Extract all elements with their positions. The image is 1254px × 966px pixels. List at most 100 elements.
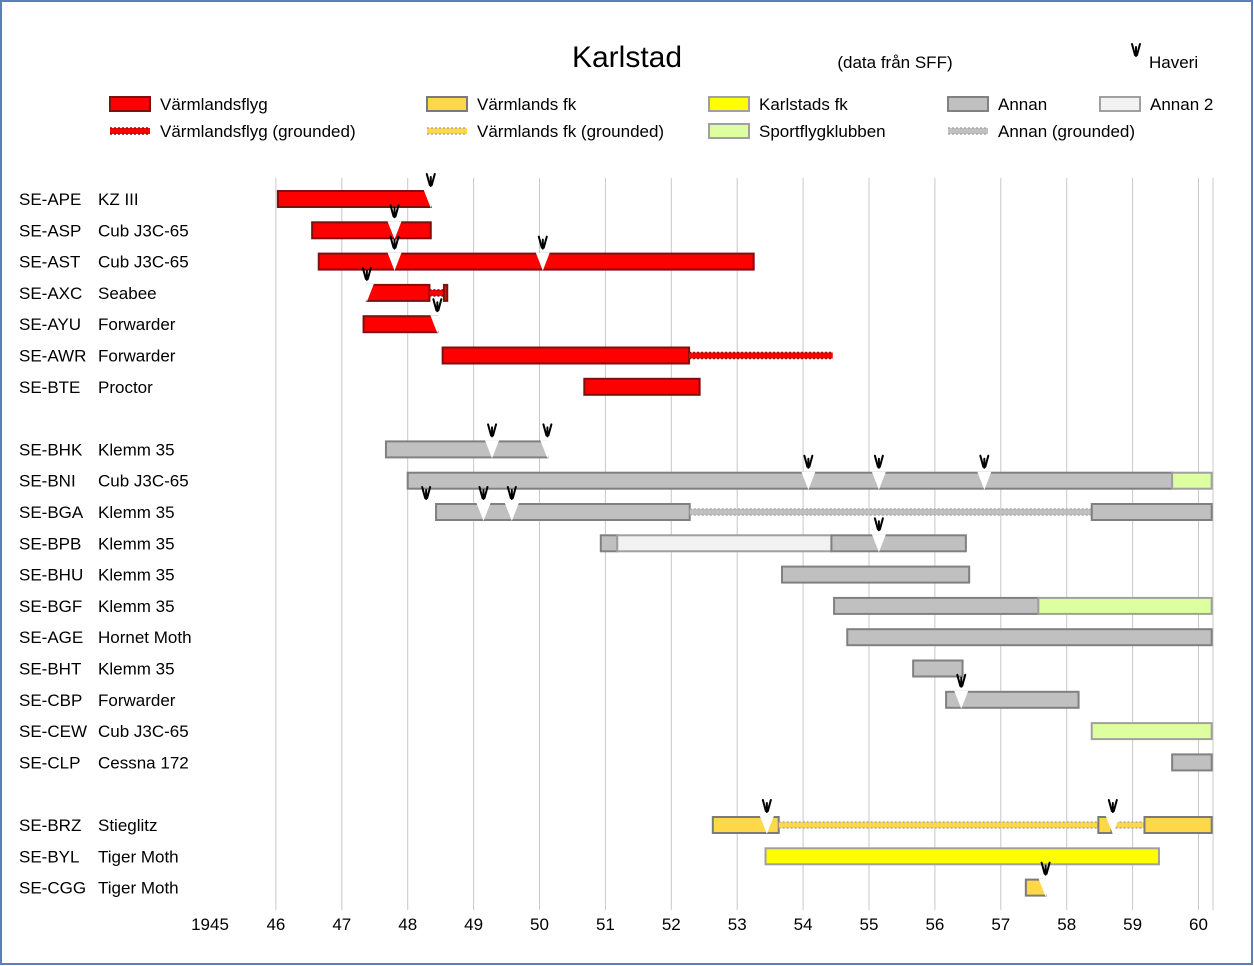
bar-segment-vf bbox=[276, 190, 432, 208]
legend-item-sfk: Sportflygklubben bbox=[708, 122, 886, 141]
row-registration: SE-BGF bbox=[19, 597, 82, 616]
haveri-label: Haveri bbox=[1149, 53, 1198, 72]
crash-marker bbox=[421, 486, 432, 500]
row-aircraft-type: KZ III bbox=[98, 190, 139, 209]
crash-marker-stroke bbox=[1131, 43, 1141, 57]
aircraft-row bbox=[781, 565, 971, 584]
row-registration: SE-BHU bbox=[19, 566, 83, 585]
legend-item-vfkg: Värmlands fk (grounded) bbox=[427, 122, 664, 141]
bar-segment-an bbox=[846, 628, 1213, 647]
bar-segment-vf bbox=[583, 377, 701, 396]
crash-marker bbox=[956, 673, 967, 688]
bar-segment-an bbox=[912, 659, 964, 678]
x-tick-label: 50 bbox=[530, 915, 549, 934]
x-tick-label: 46 bbox=[266, 915, 285, 934]
x-tick-label: 58 bbox=[1057, 915, 1076, 934]
bar-segment-an bbox=[830, 534, 967, 553]
x-tick-label: 47 bbox=[332, 915, 351, 934]
crash-markers-layer bbox=[359, 173, 1120, 897]
crash-notch bbox=[977, 471, 992, 490]
crash-marker-stroke bbox=[425, 173, 436, 187]
row-registration: SE-AGE bbox=[19, 628, 83, 647]
x-tick-label: 54 bbox=[794, 915, 813, 934]
row-aircraft-type: Tiger Moth bbox=[98, 879, 179, 898]
crash-marker-icon bbox=[1131, 43, 1141, 57]
crash-marker bbox=[389, 204, 400, 219]
crash-marker bbox=[873, 517, 884, 532]
crash-marker bbox=[425, 173, 436, 187]
row-registration: SE-BYL bbox=[19, 847, 79, 866]
row-registration: SE-AWR bbox=[19, 347, 86, 366]
haveri-legend: Haveri bbox=[1131, 43, 1198, 72]
bar-segment-sfk bbox=[1037, 596, 1213, 615]
crash-notch bbox=[476, 503, 491, 521]
aircraft-row bbox=[317, 252, 755, 271]
aircraft-row bbox=[846, 628, 1213, 647]
bar-segment-sfk bbox=[1171, 471, 1213, 490]
x-axis-ticks: 1945 46 47 48 49 50 51 52 53 54 55 56 57 58 59 60 bbox=[191, 915, 1208, 934]
crash-marker bbox=[1131, 43, 1141, 57]
crash-marker-stroke bbox=[761, 799, 772, 813]
bar-segment-an bbox=[833, 596, 1040, 615]
legend-swatch bbox=[708, 96, 750, 112]
crash-notch bbox=[954, 690, 969, 709]
crash-marker-stroke bbox=[389, 235, 400, 250]
crash-marker-stroke bbox=[478, 486, 489, 500]
crash-marker-stroke bbox=[542, 423, 553, 438]
legend-label: Värmlandsflyg (grounded) bbox=[160, 122, 356, 141]
row-aircraft-type: Klemm 35 bbox=[98, 534, 175, 553]
crash-notch bbox=[419, 503, 434, 521]
aircraft-row bbox=[764, 847, 1160, 866]
bar-segment-an bbox=[599, 534, 619, 553]
bar-segment-an bbox=[1171, 753, 1213, 772]
aircraft-row bbox=[599, 534, 967, 553]
x-tick-label: 55 bbox=[860, 915, 879, 934]
bar-segment-vfg bbox=[429, 289, 444, 296]
bar-segment-an bbox=[945, 690, 1080, 709]
row-registration: SE-CGG bbox=[19, 879, 86, 898]
crash-notch bbox=[359, 283, 374, 302]
row-labels: SE-APE KZ III SE-ASP Cub J3C-65 SE-AST Cub J3… bbox=[19, 190, 192, 898]
crash-notch bbox=[801, 471, 816, 490]
chart-title: Karlstad bbox=[572, 41, 682, 74]
legend-swatch bbox=[1099, 96, 1141, 112]
legend-label: Karlstads fk bbox=[759, 95, 848, 114]
bar-segment-vf bbox=[362, 315, 439, 334]
aircraft-row bbox=[1090, 722, 1213, 741]
crash-marker-stroke bbox=[389, 204, 400, 219]
legend-label: Värmlands fk bbox=[477, 95, 577, 114]
crash-marker-stroke bbox=[979, 454, 990, 469]
x-tick-label: 59 bbox=[1123, 915, 1142, 934]
crash-marker-stroke bbox=[873, 517, 884, 532]
aircraft-row bbox=[362, 315, 439, 334]
legend-swatch bbox=[110, 128, 150, 134]
crash-marker bbox=[1040, 861, 1051, 876]
row-registration: SE-AYU bbox=[19, 315, 81, 334]
bar-segment-vfkg bbox=[778, 822, 1099, 828]
crash-notch bbox=[485, 440, 500, 459]
legend-item-an: Annan bbox=[947, 95, 1047, 114]
row-registration: SE-BHK bbox=[19, 440, 83, 459]
crash-marker-stroke bbox=[1107, 799, 1118, 813]
row-aircraft-type: Cessna 172 bbox=[98, 753, 189, 772]
bar-segment-an bbox=[406, 471, 1174, 490]
legend-item-vf: Värmlandsflyg bbox=[109, 95, 268, 114]
bar-segment-vf bbox=[441, 346, 691, 365]
legend-label: Annan (grounded) bbox=[998, 122, 1135, 141]
row-aircraft-type: Klemm 35 bbox=[98, 566, 175, 585]
legend-swatch bbox=[109, 96, 151, 112]
crash-marker-stroke bbox=[1040, 861, 1051, 876]
crash-marker-stroke bbox=[873, 454, 884, 469]
crash-marker-stroke bbox=[432, 298, 443, 313]
row-aircraft-type: Forwarder bbox=[98, 315, 176, 334]
row-aircraft-type: Cub J3C-65 bbox=[98, 253, 189, 272]
row-registration: SE-BTE bbox=[19, 378, 80, 397]
aircraft-row bbox=[311, 221, 432, 240]
legend-item-kfk: Karlstads fk bbox=[708, 95, 848, 114]
crash-notch bbox=[1038, 878, 1053, 897]
chart-subtitle: (data från SFF) bbox=[837, 53, 952, 72]
bar-segment-an bbox=[435, 503, 691, 521]
row-registration: SE-BGA bbox=[19, 503, 84, 522]
